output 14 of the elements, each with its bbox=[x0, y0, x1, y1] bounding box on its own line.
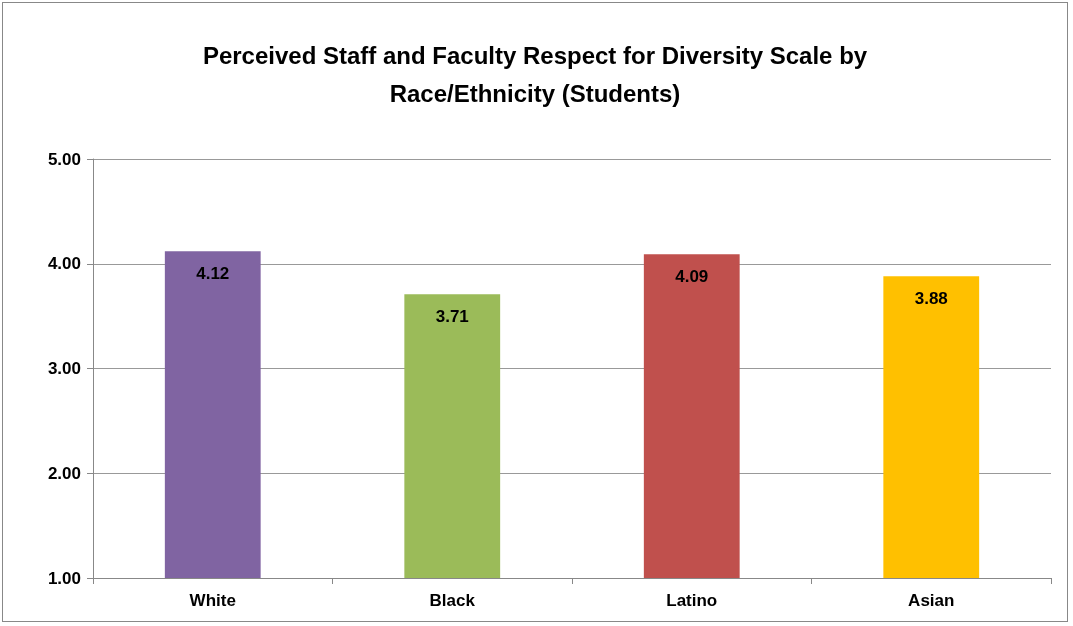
data-label: 4.12 bbox=[196, 264, 230, 284]
x-tick-label: Latino bbox=[666, 591, 718, 610]
y-tick-label: 5.00 bbox=[47, 149, 81, 169]
data-label: 3.71 bbox=[435, 307, 469, 327]
x-tick-label: Asian bbox=[908, 591, 955, 610]
data-label: 4.09 bbox=[675, 267, 709, 287]
y-tick-label: 1.00 bbox=[47, 568, 81, 588]
chart-title: Perceived Staff and Faculty Respect for Diversity Scale by Race/Ethnicity (Students) bbox=[202, 41, 868, 107]
y-tick-label: 4.00 bbox=[47, 254, 81, 274]
data-label: 3.88 bbox=[914, 289, 948, 309]
x-tick-label: Black bbox=[429, 591, 476, 610]
x-tick-label: White bbox=[189, 591, 236, 610]
y-tick-label: 3.00 bbox=[47, 359, 81, 378]
y-tick-label: 2.00 bbox=[47, 463, 81, 483]
